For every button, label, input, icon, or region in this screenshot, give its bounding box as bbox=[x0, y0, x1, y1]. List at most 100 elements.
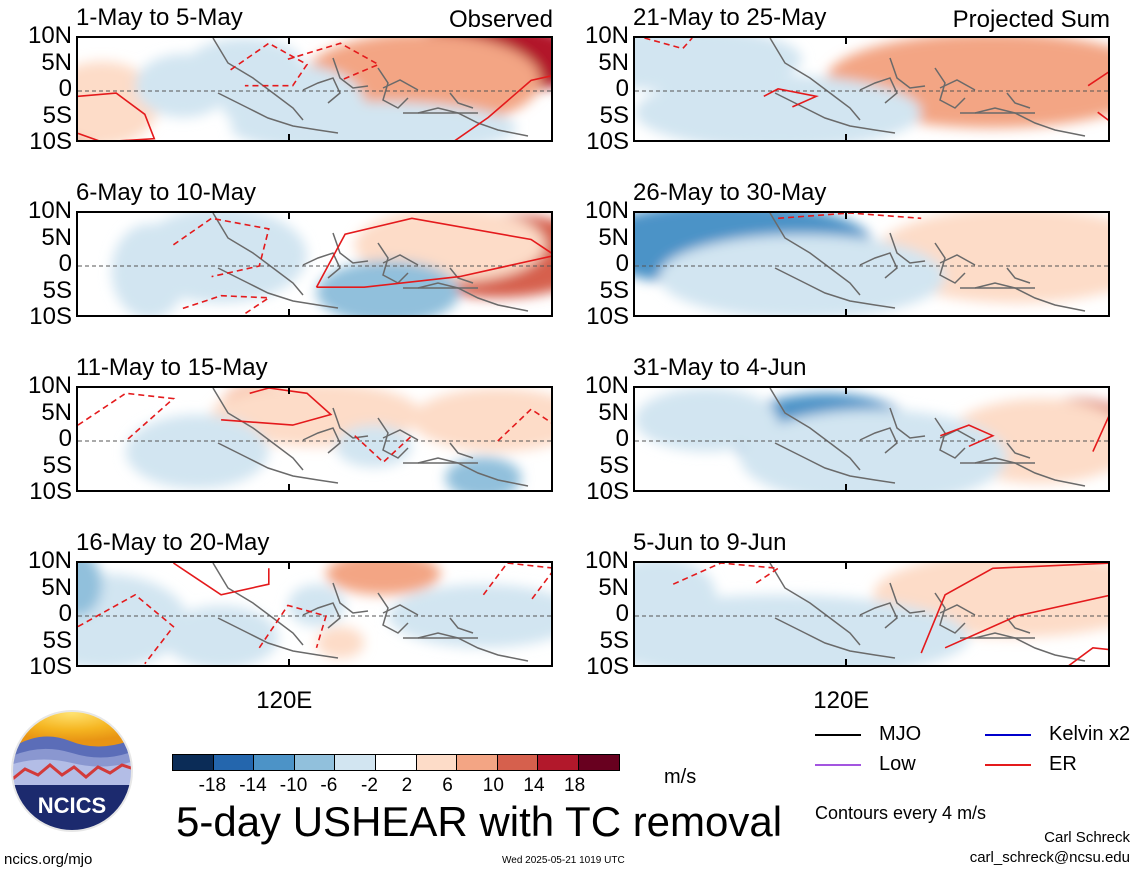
lat-label: 5N bbox=[598, 573, 629, 601]
coastline bbox=[217, 92, 339, 134]
lat-label: 0 bbox=[58, 75, 72, 102]
anomaly-region bbox=[316, 626, 365, 659]
anomaly-region bbox=[125, 414, 269, 489]
ncics-logo: NCICS bbox=[11, 710, 133, 832]
footer-timestamp: Wed 2025-05-21 1019 UTC bbox=[502, 855, 625, 866]
coastline bbox=[774, 617, 896, 659]
colorbar-tick: -10 bbox=[279, 775, 308, 796]
colorbar-cell bbox=[212, 754, 255, 771]
lon-tick bbox=[845, 561, 848, 569]
lon-tick bbox=[288, 659, 291, 667]
er-contour bbox=[778, 213, 922, 220]
anomaly-region bbox=[445, 456, 522, 490]
coastline bbox=[332, 582, 369, 614]
legend-swatch bbox=[985, 764, 1031, 766]
lat-label: 10S bbox=[29, 303, 72, 330]
coastline bbox=[217, 617, 339, 659]
legend-label: ER bbox=[1049, 753, 1077, 775]
coastline bbox=[939, 254, 976, 266]
coastline bbox=[417, 632, 529, 662]
lon-tick bbox=[288, 211, 291, 219]
coastline bbox=[769, 38, 861, 121]
er-contour bbox=[172, 217, 270, 278]
coastline bbox=[212, 388, 304, 471]
lat-label: 0 bbox=[58, 250, 72, 277]
anomaly-region bbox=[388, 584, 551, 648]
lat-label: 0 bbox=[615, 250, 629, 277]
lat-label: 10N bbox=[27, 22, 72, 49]
map-panel-5 bbox=[633, 36, 1110, 142]
coastline bbox=[939, 79, 976, 91]
panel-title-1: 1-May to 5-May bbox=[76, 4, 243, 31]
anomaly-region bbox=[335, 425, 412, 468]
er-contour bbox=[78, 392, 176, 442]
legend-label: Low bbox=[879, 753, 916, 775]
coastline bbox=[217, 267, 339, 309]
coastline bbox=[774, 267, 896, 309]
lat-label: 5S bbox=[42, 626, 72, 654]
anomaly-region bbox=[111, 223, 188, 315]
coastline bbox=[889, 232, 926, 264]
lon-tick bbox=[288, 309, 291, 317]
lon-tick bbox=[845, 36, 848, 44]
footer-email[interactable]: carl_schreck@ncsu.edu bbox=[969, 849, 1130, 866]
lon-tick bbox=[845, 659, 848, 667]
er-contour bbox=[940, 424, 995, 448]
coastline bbox=[934, 242, 966, 284]
coastline bbox=[377, 592, 409, 634]
er-contour bbox=[221, 388, 333, 426]
colorbar-tick: -6 bbox=[320, 775, 338, 796]
er-contour bbox=[644, 38, 693, 50]
anomaly-region bbox=[78, 563, 102, 616]
logo-text: NCICS bbox=[38, 793, 106, 818]
coastline bbox=[1006, 267, 1031, 284]
coastline bbox=[382, 604, 419, 616]
anomaly-region bbox=[658, 234, 946, 315]
er-contour bbox=[1087, 71, 1108, 121]
anomaly-region bbox=[163, 605, 279, 665]
coastline bbox=[417, 107, 529, 137]
map-panel-2 bbox=[76, 211, 553, 317]
coastline bbox=[859, 427, 898, 454]
footer-url[interactable]: ncics.org/mjo bbox=[4, 851, 93, 868]
lat-label: 5N bbox=[598, 398, 629, 426]
lat-label: 5S bbox=[599, 101, 629, 129]
panel-title-2: 6-May to 10-May bbox=[76, 179, 257, 206]
lat-label: 10S bbox=[586, 128, 629, 155]
coastline bbox=[1006, 617, 1031, 634]
legend-label: Kelvin x2 bbox=[1049, 723, 1131, 745]
lat-label: 10N bbox=[27, 547, 72, 574]
lon-tick bbox=[288, 484, 291, 492]
coastline bbox=[774, 92, 896, 134]
coastline bbox=[449, 92, 474, 109]
contour-note: Contours every 4 m/s bbox=[815, 803, 987, 823]
lat-label: 0 bbox=[615, 600, 629, 627]
colorbar-tick: 18 bbox=[564, 775, 586, 796]
lon-tick bbox=[845, 484, 848, 492]
er-contour bbox=[78, 593, 175, 665]
er-contour bbox=[482, 563, 551, 601]
panel-title-5: 21-May to 25-May bbox=[633, 4, 827, 31]
colorbar-tick: 10 bbox=[482, 775, 504, 796]
lat-label: 5N bbox=[41, 398, 72, 426]
map-panel-8 bbox=[633, 561, 1110, 667]
coastline bbox=[377, 242, 409, 284]
coastline bbox=[332, 232, 369, 264]
coastline bbox=[332, 57, 369, 89]
colorbar-cell bbox=[334, 754, 376, 771]
anomaly-region bbox=[635, 388, 779, 452]
map-panel-4 bbox=[76, 561, 553, 667]
lat-label: 5S bbox=[599, 626, 629, 654]
coastline bbox=[1006, 92, 1031, 109]
lon-tick bbox=[288, 386, 291, 394]
anomaly-region bbox=[135, 53, 231, 118]
colorbar-tick: -18 bbox=[198, 775, 227, 796]
er-contour bbox=[763, 88, 819, 108]
er-contour bbox=[1068, 646, 1108, 665]
lat-label: 5N bbox=[41, 48, 72, 76]
map-panel-1 bbox=[76, 36, 553, 142]
map-panel-7 bbox=[633, 386, 1110, 492]
lat-label: 10N bbox=[584, 372, 629, 399]
panel-title-3: 11-May to 15-May bbox=[76, 354, 268, 381]
legend-label: MJO bbox=[879, 723, 922, 745]
